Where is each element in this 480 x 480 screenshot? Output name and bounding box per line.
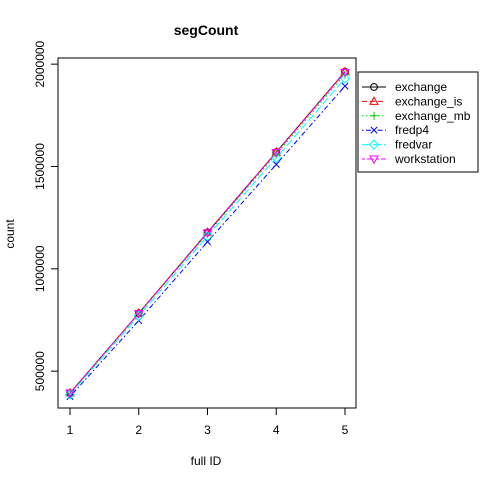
- y-tick-label: 2000000: [33, 40, 47, 87]
- legend-entry: exchange_is: [362, 94, 462, 108]
- y-axis-label: count: [3, 219, 17, 249]
- data-point: [340, 68, 350, 78]
- legend-entry: fredvar: [362, 138, 432, 152]
- series-fredp4: [66, 82, 349, 401]
- data-point: [272, 160, 280, 168]
- legend: exchangeexchange_isexchange_mbfredp4fred…: [357, 71, 479, 173]
- x-tick-label: 5: [342, 423, 349, 437]
- data-point: [133, 310, 144, 322]
- series-line: [69, 72, 346, 394]
- series-workstation: [65, 68, 350, 399]
- data-point: [271, 149, 282, 158]
- x-tick-label: 3: [204, 423, 211, 437]
- legend-label: workstation: [394, 152, 456, 166]
- legend-label: exchange_mb: [395, 109, 471, 123]
- chart-title: segCount: [174, 22, 239, 38]
- data-point: [202, 229, 213, 239]
- x-tick-label: 2: [135, 423, 142, 437]
- data-point: [202, 230, 213, 242]
- series-layer: [64, 66, 351, 401]
- x-tick-label: 4: [273, 423, 280, 437]
- legend-marker: [370, 111, 378, 120]
- legend-label: fredp4: [395, 123, 429, 137]
- legend-marker: [369, 96, 379, 105]
- y-axis: 500000 1000000 1500000 2000000: [33, 40, 58, 391]
- legend-label: fredvar: [395, 138, 432, 152]
- legend-box: [357, 71, 479, 173]
- legend-marker: [370, 126, 378, 134]
- data-point: [133, 309, 144, 319]
- legend-entry: fredp4: [362, 123, 429, 137]
- x-axis-label: full ID: [191, 454, 222, 468]
- legend-entry: exchange: [362, 80, 447, 94]
- data-point: [341, 82, 349, 90]
- data-point: [339, 73, 351, 84]
- legend-label: exchange: [395, 80, 447, 94]
- y-tick-label: 1500000: [33, 143, 47, 190]
- y-tick-label: 1000000: [33, 245, 47, 292]
- data-point: [203, 238, 212, 246]
- legend-marker: [370, 83, 378, 91]
- legend-entry: workstation: [362, 152, 456, 166]
- data-point: [64, 389, 76, 400]
- x-axis: 1 2 3 4 5: [67, 408, 349, 437]
- data-point: [65, 389, 75, 399]
- data-point: [271, 152, 282, 164]
- legend-marker: [368, 139, 380, 150]
- y-tick-label: 500000: [33, 351, 47, 391]
- legend-label: exchange_is: [395, 94, 462, 108]
- legend-entry: exchange_mb: [362, 109, 471, 123]
- x-tick-label: 1: [67, 423, 74, 437]
- legend-marker: [369, 155, 379, 165]
